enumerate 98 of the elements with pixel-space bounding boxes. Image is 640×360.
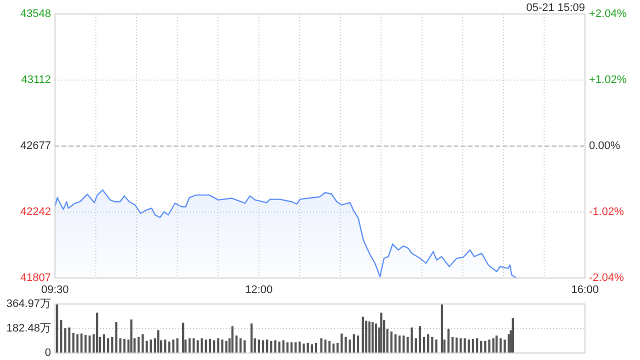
bar xyxy=(142,334,144,353)
bar xyxy=(380,312,382,353)
bar xyxy=(372,322,374,353)
bar xyxy=(235,336,238,353)
y-tick-label: 0 xyxy=(44,347,51,359)
x-tick-label: 16:00 xyxy=(571,284,599,296)
bar xyxy=(196,340,199,353)
bar xyxy=(282,340,284,353)
y-tick-label: 42677 xyxy=(20,140,51,152)
bar xyxy=(488,340,490,353)
bar xyxy=(176,338,178,353)
y2-tick-label: -2.04% xyxy=(589,272,624,284)
bar xyxy=(102,334,106,353)
y-tick-label: 42242 xyxy=(20,206,51,218)
bar xyxy=(320,338,322,353)
bar xyxy=(427,334,430,353)
bar xyxy=(402,336,405,353)
y-tick-label: 364.97万 xyxy=(6,298,51,310)
y2-tick-label: +2.04% xyxy=(589,8,627,20)
y2-tick-label: -1.02% xyxy=(589,206,624,218)
bar xyxy=(56,304,58,353)
bar xyxy=(115,322,118,353)
bar xyxy=(88,336,91,353)
bar xyxy=(302,344,305,353)
bar xyxy=(418,326,422,353)
bar xyxy=(80,334,83,353)
bar xyxy=(476,338,478,353)
bar xyxy=(68,327,70,353)
bar xyxy=(240,338,242,353)
bar xyxy=(76,334,79,353)
bar xyxy=(157,330,160,353)
bar xyxy=(231,326,234,353)
y-tick-label: 41807 xyxy=(20,272,51,284)
bar xyxy=(96,312,98,353)
bar xyxy=(204,340,208,353)
bar xyxy=(266,340,268,353)
bar xyxy=(431,336,434,353)
bar xyxy=(460,338,462,353)
bar xyxy=(398,336,401,353)
bar xyxy=(344,336,347,353)
bar xyxy=(440,304,444,353)
bar xyxy=(414,338,417,353)
bar xyxy=(64,328,66,353)
bar xyxy=(164,340,166,353)
bar xyxy=(456,338,458,353)
bar xyxy=(496,336,498,353)
bar xyxy=(484,340,486,353)
y-tick-label: 43548 xyxy=(20,8,51,20)
bar xyxy=(362,316,364,353)
bar xyxy=(500,338,502,353)
bar xyxy=(200,338,203,353)
bar xyxy=(188,338,191,353)
bar xyxy=(365,320,368,353)
bar xyxy=(172,340,174,353)
bar xyxy=(150,340,152,353)
bar xyxy=(192,338,195,353)
x-tick-label: 09:30 xyxy=(41,284,69,296)
bar xyxy=(394,334,397,353)
bar xyxy=(374,323,378,353)
bar xyxy=(512,318,514,353)
bar xyxy=(340,334,343,353)
bar xyxy=(213,340,216,353)
bar xyxy=(217,338,220,353)
text: 05-21 15:09 xyxy=(526,2,585,14)
bar xyxy=(390,332,393,353)
bar xyxy=(368,321,370,353)
y-tick-label: 182.48万 xyxy=(6,322,51,334)
bar xyxy=(72,332,74,353)
bar xyxy=(182,322,184,353)
y2-tick-label: +1.02% xyxy=(589,74,627,86)
y2-tick-label: 0.00% xyxy=(589,140,620,152)
bar xyxy=(168,342,170,353)
bar xyxy=(298,342,301,353)
bar xyxy=(60,320,62,353)
bar xyxy=(250,323,253,353)
bar xyxy=(278,342,280,353)
bar xyxy=(508,334,510,353)
bar xyxy=(504,340,506,353)
bar xyxy=(447,328,450,353)
bar xyxy=(492,338,494,353)
bar xyxy=(274,340,276,353)
bar xyxy=(464,338,466,353)
x-tick-label: 12:00 xyxy=(245,284,273,296)
bar xyxy=(468,340,470,353)
bar xyxy=(435,340,438,353)
bar xyxy=(244,340,246,353)
y-tick-label: 43112 xyxy=(21,74,51,86)
bar xyxy=(410,327,413,353)
bar xyxy=(356,336,360,353)
bar xyxy=(221,340,224,353)
bar xyxy=(130,319,132,353)
bar xyxy=(258,340,260,353)
bar xyxy=(262,340,264,353)
bar xyxy=(225,340,228,353)
bar xyxy=(324,340,326,353)
bar xyxy=(348,340,351,353)
bar xyxy=(107,338,110,353)
bar xyxy=(352,334,355,353)
